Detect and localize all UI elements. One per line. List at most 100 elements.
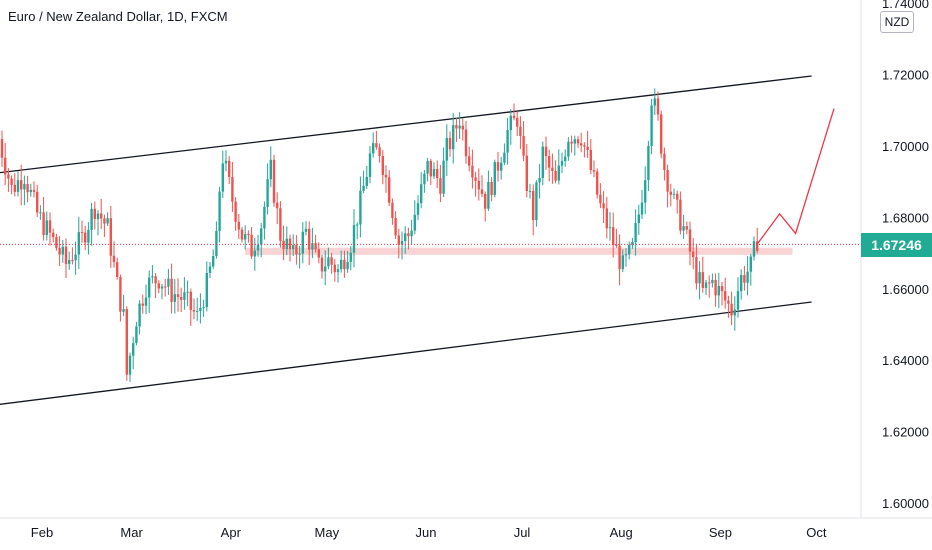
candle-body bbox=[628, 245, 631, 255]
candle bbox=[752, 236, 756, 261]
candle bbox=[487, 170, 490, 211]
candle-body bbox=[20, 180, 23, 190]
candle bbox=[714, 273, 717, 307]
candle-body bbox=[381, 155, 384, 175]
candle-body bbox=[570, 141, 573, 144]
candle-body bbox=[240, 229, 244, 240]
candle bbox=[663, 147, 666, 181]
candle bbox=[666, 164, 669, 208]
candle-body bbox=[685, 226, 688, 230]
candle bbox=[682, 214, 685, 239]
candle-body bbox=[231, 177, 234, 202]
candle bbox=[567, 137, 570, 161]
projection-arrow-path[interactable] bbox=[756, 108, 835, 245]
candle bbox=[557, 149, 560, 185]
candle bbox=[378, 143, 381, 163]
candle-body bbox=[660, 114, 663, 154]
current-price-tag: 1.67246 bbox=[861, 233, 932, 257]
candle-body bbox=[61, 246, 64, 255]
candle bbox=[445, 124, 448, 177]
candle bbox=[90, 202, 93, 246]
candle bbox=[727, 295, 730, 318]
candle-body bbox=[624, 254, 628, 256]
candle bbox=[36, 185, 39, 217]
candle bbox=[612, 212, 615, 258]
candle bbox=[103, 214, 106, 237]
candle-body bbox=[205, 272, 208, 308]
candle-body bbox=[362, 185, 365, 191]
candle-body bbox=[525, 155, 528, 192]
candle-body bbox=[557, 165, 560, 181]
candle bbox=[298, 245, 301, 269]
candle bbox=[407, 227, 410, 250]
candle bbox=[234, 197, 237, 231]
candle-body bbox=[468, 156, 471, 166]
candle-body bbox=[71, 260, 74, 262]
candle bbox=[631, 237, 634, 249]
candle-body bbox=[480, 189, 484, 194]
candle bbox=[439, 164, 442, 203]
candle-body bbox=[196, 311, 199, 313]
candle-body bbox=[330, 257, 333, 265]
support-zone bbox=[245, 247, 793, 255]
currency-badge[interactable]: NZD bbox=[880, 11, 914, 33]
candle-body bbox=[346, 261, 349, 270]
candle-body bbox=[544, 146, 548, 157]
candle-body bbox=[279, 208, 282, 241]
candle-body bbox=[749, 256, 752, 272]
candle-body bbox=[173, 294, 176, 302]
candle-body bbox=[311, 243, 314, 250]
channel-lower-line[interactable] bbox=[0, 301, 812, 405]
x-tick-label: Jun bbox=[416, 525, 437, 540]
candle bbox=[749, 253, 752, 286]
candle-body bbox=[167, 278, 170, 287]
candle-body bbox=[106, 218, 109, 224]
candle bbox=[708, 275, 711, 298]
candle bbox=[452, 113, 455, 164]
candle bbox=[634, 209, 637, 256]
candle bbox=[426, 157, 429, 182]
candle-body bbox=[132, 343, 135, 356]
candle bbox=[685, 221, 688, 235]
candle bbox=[167, 268, 170, 295]
candle bbox=[676, 190, 679, 214]
candle bbox=[605, 196, 608, 239]
candle-body bbox=[736, 291, 740, 310]
candle bbox=[77, 216, 80, 269]
candle-body bbox=[368, 153, 372, 177]
candle-body bbox=[247, 233, 250, 235]
candle-body bbox=[154, 276, 157, 284]
candle bbox=[592, 160, 596, 178]
candle bbox=[618, 234, 621, 286]
candle-body bbox=[23, 184, 26, 190]
candle-body bbox=[452, 125, 455, 150]
candle-body bbox=[324, 266, 327, 272]
candle-body bbox=[13, 184, 16, 192]
candle-body bbox=[586, 146, 589, 150]
candle-body bbox=[605, 208, 608, 229]
candle-body bbox=[512, 115, 516, 119]
candle bbox=[391, 198, 394, 225]
candle bbox=[346, 250, 349, 273]
candle bbox=[477, 168, 480, 201]
candle bbox=[560, 152, 564, 174]
candle-body bbox=[180, 296, 183, 300]
candle-body bbox=[215, 230, 218, 256]
channel-upper-line[interactable] bbox=[0, 75, 812, 174]
candle bbox=[432, 162, 436, 179]
candle bbox=[474, 171, 477, 197]
candle bbox=[372, 132, 375, 158]
candle-body bbox=[80, 232, 84, 234]
candle bbox=[132, 336, 135, 370]
candle bbox=[551, 153, 554, 184]
candle-body bbox=[4, 157, 7, 175]
candle-body bbox=[448, 137, 452, 150]
candle-body bbox=[276, 202, 279, 209]
y-tick-label: 1.72000 bbox=[882, 68, 929, 83]
candle-body bbox=[308, 228, 311, 250]
candle bbox=[208, 261, 212, 278]
candle bbox=[660, 110, 663, 159]
x-tick-label: Apr bbox=[221, 525, 242, 540]
candle bbox=[256, 234, 260, 257]
